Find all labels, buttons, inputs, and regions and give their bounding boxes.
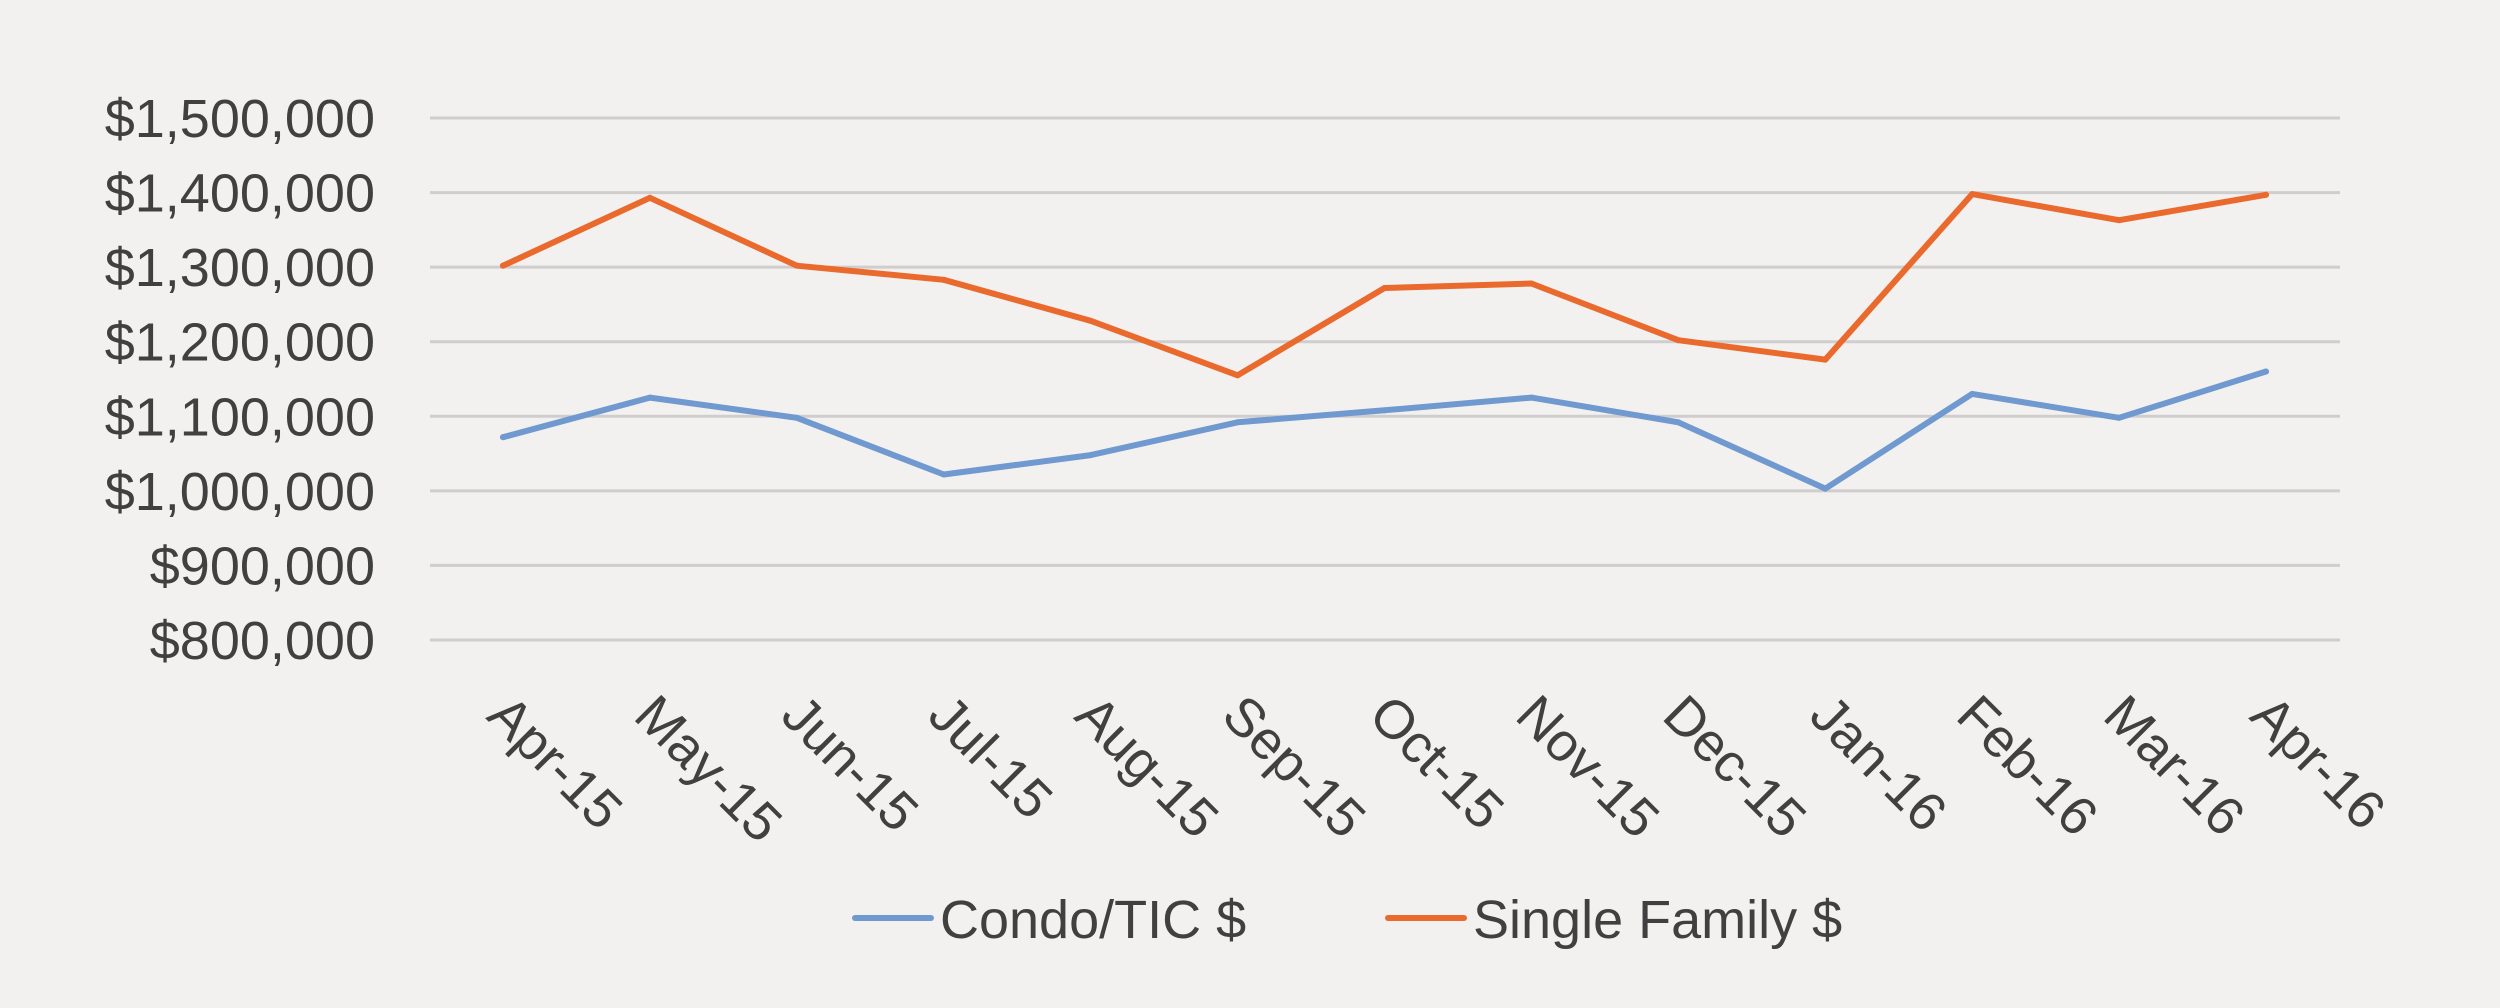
data-point xyxy=(1381,407,1388,414)
x-tick-label: Apr-16 xyxy=(2240,684,2397,841)
data-point xyxy=(2263,191,2269,198)
data-point xyxy=(1969,390,1976,397)
data-point xyxy=(793,262,800,269)
y-tick-label: $1,000,000 xyxy=(105,462,375,522)
y-tick-label: $1,400,000 xyxy=(105,164,375,224)
legend-label: Condo/TIC $ xyxy=(940,890,1246,950)
series-line-0 xyxy=(500,368,2269,492)
y-tick-label: $900,000 xyxy=(150,536,375,596)
data-point xyxy=(1087,452,1094,459)
data-point xyxy=(1822,485,1829,492)
x-tick-label: Oct-15 xyxy=(1358,684,1515,841)
data-point xyxy=(793,414,800,421)
x-tick-label: Sep-15 xyxy=(1211,684,1377,850)
data-point xyxy=(940,471,947,478)
gridlines xyxy=(430,116,2340,642)
x-tick-label: Aug-15 xyxy=(1064,684,1230,850)
data-point xyxy=(646,394,653,401)
y-tick-label: $1,300,000 xyxy=(105,238,375,298)
x-tick-label: Jan-16 xyxy=(1799,684,1958,843)
data-point xyxy=(1969,191,1976,198)
data-point xyxy=(2263,368,2269,375)
data-point xyxy=(646,194,653,201)
data-point xyxy=(1234,419,1241,426)
y-tick-label: $1,500,000 xyxy=(105,89,375,149)
legend-label: Single Family $ xyxy=(1473,890,1842,950)
data-point xyxy=(1087,317,1094,324)
legend: Condo/TIC $ Single Family $ xyxy=(852,890,1842,950)
x-tick-label: Jul-15 xyxy=(917,684,1063,830)
data-point xyxy=(1234,372,1241,379)
x-tick-label: Apr-15 xyxy=(477,684,634,841)
data-point xyxy=(1675,337,1682,344)
data-point xyxy=(2116,217,2123,224)
x-tick-label: Mar-16 xyxy=(2093,684,2256,847)
series-line-1 xyxy=(500,191,2269,379)
data-point xyxy=(500,262,506,269)
data-point xyxy=(1822,356,1829,363)
x-tick-label: Feb-16 xyxy=(1946,684,2109,847)
data-point xyxy=(1381,285,1388,292)
data-point xyxy=(1528,394,1535,401)
x-tick-label: May-15 xyxy=(623,684,793,854)
data-point xyxy=(1528,280,1535,287)
y-tick-label: $1,100,000 xyxy=(105,387,375,447)
x-tick-label: Dec-15 xyxy=(1652,684,1818,850)
y-axis-tick-labels: $800,000 $900,000 $1,000,000 $1,100,000 $1,2… xyxy=(105,89,375,671)
series-lines xyxy=(500,191,2269,492)
x-tick-label: Jun-15 xyxy=(770,684,929,843)
data-point xyxy=(940,276,947,283)
y-tick-label: $1,200,000 xyxy=(105,313,375,373)
data-point xyxy=(2116,414,2123,421)
x-tick-label: Nov-15 xyxy=(1505,684,1671,850)
y-tick-label: $800,000 xyxy=(150,611,375,671)
data-point xyxy=(1675,419,1682,426)
data-point xyxy=(500,434,506,441)
